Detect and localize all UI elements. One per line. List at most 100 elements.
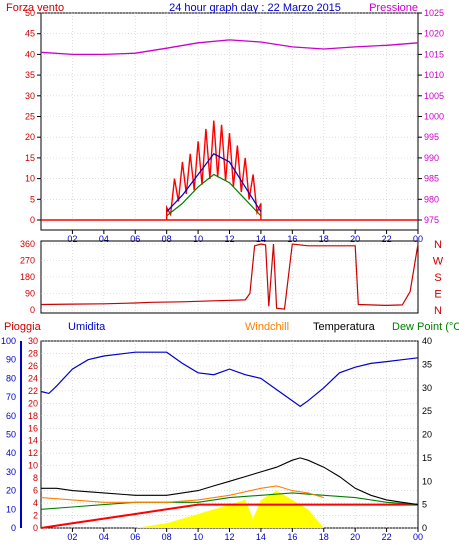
pressure-tick-label: 1025 (424, 8, 444, 18)
direction-degree-label: 180 (20, 272, 35, 282)
pressure-tick-label: 1000 (424, 112, 444, 122)
pressure-axis-title: Pressione (369, 2, 418, 14)
humidity-ticks: 0 10 20 30 40 50 60 70 80 90 100 (1, 336, 22, 533)
x-tick-label: 08 (162, 234, 172, 244)
x-tick-label: 02 (67, 532, 77, 542)
direction-degree-label: 90 (25, 289, 35, 299)
wind-average-line (166, 153, 262, 213)
temperature-line (41, 457, 419, 506)
rain-tick-label: 22 (28, 386, 38, 396)
pressure-tick-label: 975 (424, 215, 439, 225)
rain-tick-label: 18 (28, 411, 38, 421)
rain-tick-label: 20 (28, 398, 38, 408)
windchill-legend: Windchill (245, 321, 289, 333)
x-tick-label: 20 (350, 532, 360, 542)
temperature-tick-label: 10 (422, 476, 432, 486)
x-tick-label: 00 (413, 234, 423, 244)
x-tick-label: 10 (193, 234, 203, 244)
x-tick-label: 22 (382, 532, 392, 542)
x-tick-label: 08 (162, 532, 172, 542)
x-tick-label: 14 (256, 234, 266, 244)
x-tick-label: 06 (130, 234, 140, 244)
wind-speed-ticks: 0 5 10 15 20 25 30 35 40 45 50 (25, 8, 41, 225)
rain-tick-label: 28 (28, 348, 38, 358)
temperature-legend: Temperatura (313, 321, 376, 333)
x-tick-label: 04 (99, 532, 109, 542)
humidity-tick-label: 100 (1, 336, 16, 346)
rain-humidity-grid (41, 340, 418, 529)
rain-tick-label: 2 (33, 511, 38, 521)
x-tick-label: 06 (130, 532, 140, 542)
pressure-tick-label: 990 (424, 153, 439, 163)
rain-tick-label: 16 (28, 423, 38, 433)
direction-degree-label: 360 (20, 239, 35, 249)
pressure-tick-label: 1020 (424, 29, 444, 39)
temperature-tick-label: 40 (422, 336, 432, 346)
pressure-ticks: 975 980 985 990 995 1000 1005 1010 1015 1020 1025 (418, 8, 444, 225)
wind-tick-label: 5 (30, 194, 35, 204)
x-tick-label: 12 (224, 234, 234, 244)
x-tick-label: 12 (224, 532, 234, 542)
temperature-tick-label: 20 (422, 430, 432, 440)
temperature-ticks: 0 5 10 15 20 25 30 35 40 (422, 336, 432, 533)
rain-tick-label: 6 (33, 486, 38, 496)
direction-degree-ticks: 0 90 180 270 360 (20, 239, 35, 315)
x-tick-label: 18 (319, 234, 329, 244)
direction-degree-label: 0 (30, 305, 35, 315)
humidity-axis-title: Umidita (68, 321, 106, 333)
rain-rate-area (41, 490, 418, 528)
wind-gust-line (166, 120, 262, 220)
direction-grid (41, 241, 418, 313)
direction-degree-label: 270 (20, 256, 35, 266)
rain-tick-label: 24 (28, 373, 38, 383)
humidity-tick-label: 10 (6, 504, 16, 514)
pressure-tick-label: 1010 (424, 70, 444, 80)
x-tick-label: 02 (67, 234, 77, 244)
chart-title: 24 hour graph day : 22 Marzo 2015 (169, 2, 341, 14)
rain-humidity-series (40, 351, 419, 529)
compass-label: W (433, 256, 444, 268)
dewpoint-legend: Dew Point (°C (392, 321, 459, 333)
rain-total-line (40, 503, 418, 529)
rain-tick-label: 4 (33, 498, 38, 508)
compass-label: N (434, 305, 442, 317)
temperature-tick-label: 5 (422, 500, 427, 510)
wind-pressure-series (40, 39, 419, 221)
wind-axis-title: Forza vento (6, 2, 64, 14)
compass-label: S (434, 272, 441, 284)
wind-direction-line (40, 243, 419, 310)
wind-pressure-grid (41, 12, 418, 221)
humidity-tick-label: 70 (6, 392, 16, 402)
temperature-tick-label: 30 (422, 383, 432, 393)
rain-humidity-x-ticks: 02 04 06 08 10 12 14 16 18 20 22 00 (67, 528, 423, 542)
wind-tick-label: 50 (25, 8, 35, 18)
humidity-tick-label: 0 (11, 523, 16, 533)
humidity-tick-label: 60 (6, 411, 16, 421)
wind-tick-label: 15 (25, 153, 35, 163)
wind-tick-label: 30 (25, 91, 35, 101)
rain-tick-label: 10 (28, 461, 38, 471)
humidity-tick-label: 80 (6, 373, 16, 383)
pressure-tick-label: 1005 (424, 91, 444, 101)
x-tick-label: 16 (287, 234, 297, 244)
compass-label: E (434, 289, 441, 301)
pressure-tick-label: 1015 (424, 49, 444, 59)
humidity-tick-label: 40 (6, 448, 16, 458)
dewpoint-line (40, 492, 419, 510)
rain-axis-title: Pioggia (4, 321, 42, 333)
wind-tick-label: 10 (25, 174, 35, 184)
x-tick-label: 16 (287, 532, 297, 542)
temperature-tick-label: 0 (422, 523, 427, 533)
pressure-tick-label: 980 (424, 194, 439, 204)
wind-tick-label: 20 (25, 132, 35, 142)
direction-series (40, 243, 419, 310)
rain-tick-label: 0 (33, 523, 38, 533)
humidity-line (40, 351, 419, 408)
wind-tick-label: 0 (30, 215, 35, 225)
temperature-tick-label: 35 (422, 359, 432, 369)
wind-tick-label: 35 (25, 70, 35, 80)
humidity-tick-label: 20 (6, 486, 16, 496)
